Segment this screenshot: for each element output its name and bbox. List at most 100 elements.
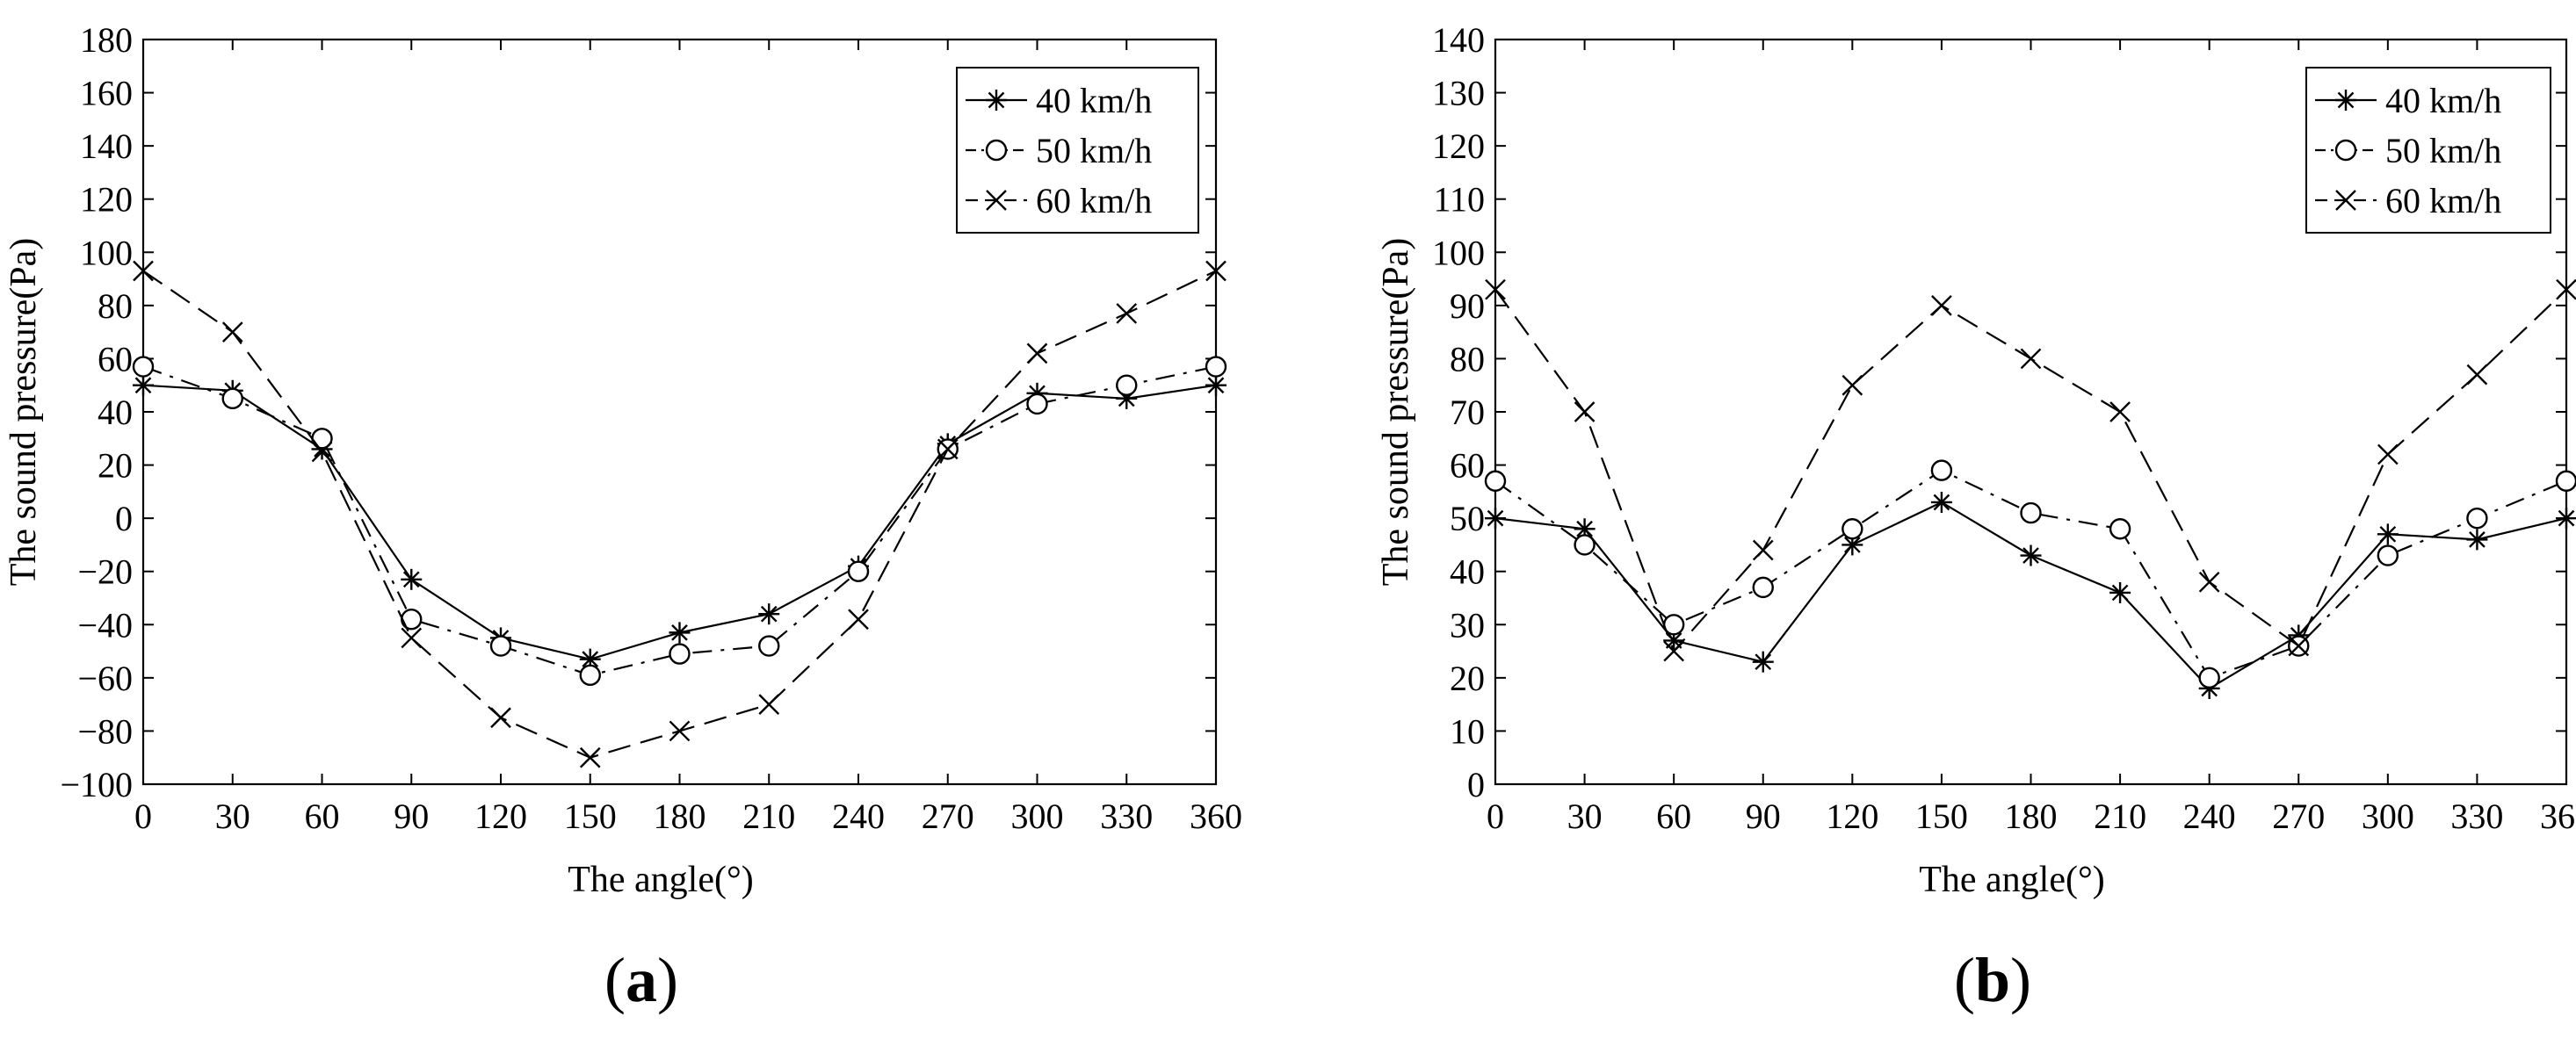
marker-stroke — [1663, 640, 1685, 662]
data-point — [221, 387, 243, 410]
x-tick-label: 180 — [654, 797, 706, 836]
y-tick-label: 140 — [1432, 20, 1485, 60]
marker-stroke — [2022, 547, 2039, 564]
marker-circle — [847, 560, 870, 582]
y-tick-label: 100 — [80, 233, 133, 272]
data-point — [2466, 507, 2488, 530]
x-tick-label: 300 — [1011, 797, 1064, 836]
panel-paren-close: ) — [657, 945, 678, 1015]
panel-label: (a) — [604, 945, 678, 1015]
x-tick-label: 270 — [922, 797, 974, 836]
y-tick-label: −40 — [77, 605, 133, 645]
marker-circle — [1026, 393, 1048, 415]
series-line — [142, 384, 1217, 660]
data-point — [1205, 260, 1226, 282]
data-point — [2020, 348, 2042, 370]
data-point — [2020, 501, 2042, 524]
y-tick-label: 140 — [80, 126, 133, 166]
y-tick-label: 110 — [1433, 180, 1485, 220]
marker-stroke — [1843, 537, 1861, 553]
x-tick-label: 30 — [215, 797, 250, 836]
data-point — [311, 441, 333, 463]
y-axis-title: The sound pressure(Pa) — [4, 238, 44, 587]
data-point — [2377, 523, 2399, 545]
x-tick-label: 150 — [564, 797, 617, 836]
series-x — [1485, 278, 2576, 662]
y-tick-label: −100 — [60, 765, 133, 804]
y-tick-label: 60 — [1450, 446, 1485, 486]
marker-circle — [2109, 518, 2131, 540]
data-point — [1116, 303, 1138, 324]
y-tick-label: 130 — [1432, 74, 1485, 113]
legend-marker — [2334, 139, 2357, 162]
legend-marker — [985, 139, 1008, 162]
data-point — [758, 694, 780, 715]
data-point — [847, 560, 870, 582]
legend-entry: 40 km/h — [966, 81, 1152, 120]
marker-stroke — [1933, 494, 1950, 511]
marker-stroke — [2556, 278, 2576, 300]
legend-label: 50 km/h — [2385, 131, 2501, 170]
data-point — [2198, 667, 2220, 689]
marker-stroke — [401, 627, 423, 649]
data-point — [1842, 374, 1863, 396]
panel-letter: a — [626, 945, 657, 1015]
y-tick-label: 80 — [98, 286, 133, 326]
legend-label: 50 km/h — [1036, 131, 1152, 170]
series-line — [1494, 288, 2567, 653]
y-tick-label: 20 — [1450, 659, 1485, 698]
marker-stroke — [311, 441, 333, 463]
marker-circle — [489, 635, 512, 657]
marker-stroke — [2198, 571, 2220, 593]
data-point — [1574, 401, 1596, 422]
legend-marker — [986, 190, 1007, 211]
marker-circle — [2334, 139, 2357, 162]
marker-stroke — [758, 694, 780, 715]
data-point — [2109, 518, 2131, 540]
legend-entry: 50 km/h — [2315, 131, 2501, 170]
x-tick-label: 90 — [394, 797, 429, 836]
y-tick-label: 50 — [1450, 499, 1485, 538]
panel-paren-open: ( — [1954, 945, 1975, 1015]
y-tick-label: 120 — [1432, 126, 1485, 166]
x-tick-label: 240 — [832, 797, 885, 836]
marker-stroke — [2377, 443, 2399, 465]
marker-circle — [221, 387, 243, 410]
marker-stroke — [579, 746, 601, 768]
data-point — [132, 356, 155, 378]
panel-label: (b) — [1954, 945, 2031, 1015]
data-point — [489, 635, 512, 657]
marker-stroke — [2469, 531, 2486, 548]
data-point — [669, 643, 691, 665]
y-axis-title: The sound pressure(Pa) — [1376, 238, 1416, 587]
data-point — [133, 374, 154, 396]
data-point — [1752, 651, 1774, 673]
marker-circle — [2466, 507, 2488, 530]
y-tick-label: 100 — [1432, 233, 1485, 272]
y-tick-label: 60 — [98, 339, 133, 378]
marker-stroke — [2379, 525, 2397, 543]
chart-panel-b: 0 30 60 90 120 150 180 210 240 270 300 330 360 0 10 20 3… — [1376, 20, 2576, 1015]
marker-stroke — [1576, 520, 1593, 537]
data-point — [669, 622, 691, 644]
marker-stroke — [1752, 539, 1774, 561]
marker-stroke — [2020, 348, 2042, 370]
series-x — [133, 260, 1226, 768]
series-line — [142, 270, 1217, 759]
data-point — [401, 568, 423, 590]
y-tick-label: 120 — [80, 180, 133, 220]
x-axis-title: The angle(°) — [568, 860, 754, 900]
marker-stroke — [2558, 509, 2575, 527]
data-point — [2198, 571, 2220, 593]
marker-stroke — [986, 190, 1007, 211]
legend-marker — [986, 90, 1007, 111]
marker-stroke — [937, 438, 959, 460]
data-point — [758, 635, 780, 657]
data-point — [490, 707, 511, 729]
data-point — [758, 603, 780, 625]
data-point — [1485, 278, 1506, 300]
x-tick-label: 60 — [1656, 797, 1691, 836]
x-tick-label: 330 — [1100, 797, 1153, 836]
marker-circle — [401, 609, 423, 631]
